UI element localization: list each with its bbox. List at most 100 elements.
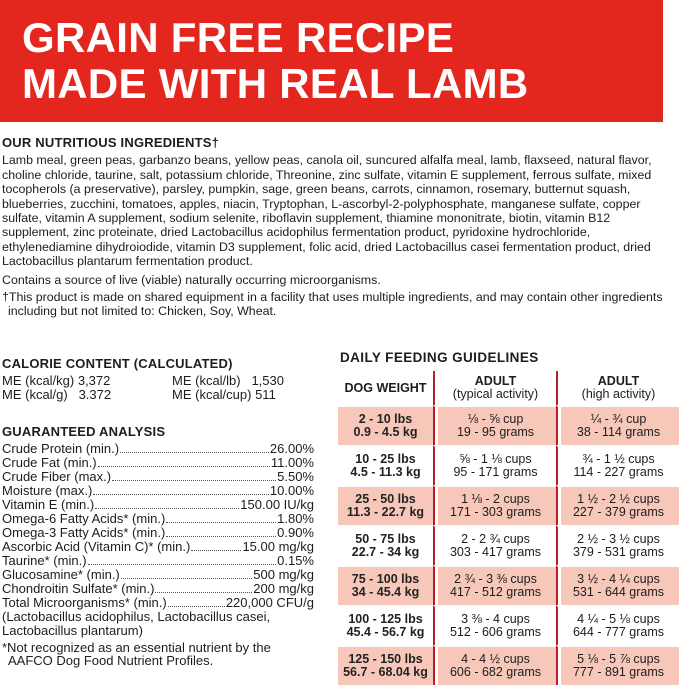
typical-activity-cell: 3 ⅜ - 4 cups 512 - 606 grams — [433, 605, 556, 645]
feeding-row: 50 - 75 lbs 22.7 - 34 kg 2 - 2 ¾ cups 303 … — [338, 525, 679, 565]
leader-dots — [120, 452, 269, 454]
analysis-row: Glucosamine* (min.) 500 mg/kg — [2, 568, 314, 582]
feeding-title: DAILY FEEDING GUIDELINES — [340, 350, 539, 365]
header-high-activity: ADULT (high activity) — [556, 371, 679, 405]
leader-dots — [155, 592, 253, 594]
analysis-value: 1.80% — [277, 511, 314, 527]
leader-dots — [166, 522, 277, 524]
high-activity-cell: 4 ¼ - 5 ⅛ cups 644 - 777 grams — [556, 605, 679, 645]
aafco-footnote: *Not recognized as an essential nutrient… — [2, 639, 271, 669]
analysis-row: Omega-6 Fatty Acids* (min.) 1.80% — [2, 512, 314, 526]
leader-dots — [112, 480, 277, 482]
analysis-row: Taurine* (min.) 0.15% — [2, 554, 314, 568]
typical-activity-cell: 2 ¾ - 3 ⅜ cups 417 - 512 grams — [433, 565, 556, 605]
high-activity-cell: 3 ½ - 4 ¼ cups 531 - 644 grams — [556, 565, 679, 605]
guaranteed-analysis: GUARANTEED ANALYSIS Crude Protein (min.)… — [2, 424, 314, 669]
analysis-value: 0.90% — [277, 525, 314, 541]
title-banner: GRAIN FREE RECIPE MADE WITH REAL LAMB — [0, 0, 663, 122]
feeding-guidelines: DAILY FEEDING GUIDELINES DOG WEIGHT ADUL… — [338, 350, 679, 685]
high-activity-cell: ¾ - 1 ½ cups 114 - 227 grams — [556, 445, 679, 485]
live-microorganisms-note: Contains a source of live (viable) natur… — [2, 272, 381, 287]
feeding-row: 100 - 125 lbs 45.4 - 56.7 kg 3 ⅜ - 4 cups… — [338, 605, 679, 645]
dog-weight-cell: 50 - 75 lbs 22.7 - 34 kg — [338, 525, 433, 565]
dog-weight-cell: 25 - 50 lbs 11.3 - 22.7 kg — [338, 485, 433, 525]
analysis-row: Moisture (max.) 10.00% — [2, 484, 314, 498]
analysis-label: Crude Fiber (max.) — [2, 469, 112, 485]
analysis-value: 15.00 mg/kg — [242, 539, 314, 555]
analysis-row: Vitamin E (min.) 150.00 IU/kg — [2, 498, 314, 512]
typical-activity-cell: ⅛ - ⅝ cup 19 - 95 grams — [433, 405, 556, 445]
analysis-row: Crude Fat (min.) 11.00% — [2, 456, 314, 470]
dog-weight-cell: 100 - 125 lbs 45.4 - 56.7 kg — [338, 605, 433, 645]
ingredients-section: OUR NUTRITIOUS INGREDIENTS† Lamb meal, g… — [2, 135, 667, 319]
analysis-value: 26.00% — [269, 441, 314, 457]
ingredients-text: Lamb meal, green peas, garbanzo beans, y… — [2, 153, 652, 269]
analysis-value: 150.00 IU/kg — [240, 497, 314, 513]
analysis-label: Moisture (max.) — [2, 483, 93, 499]
leader-dots — [87, 564, 277, 566]
high-activity-cell: 1 ½ - 2 ½ cups 227 - 379 grams — [556, 485, 679, 525]
analysis-value: 200 mg/kg — [253, 581, 314, 597]
calorie-kcal-g: ME (kcal/g) 3.372 — [2, 387, 112, 402]
typical-activity-cell: 1 ⅛ - 2 cups 171 - 303 grams — [433, 485, 556, 525]
analysis-value: 0.15% — [277, 553, 314, 569]
analysis-label: Omega-3 Fatty Acids* (min.) — [2, 525, 166, 541]
strains-note: (Lactobacillus acidophilus, Lactobacillu… — [2, 609, 271, 638]
header-typical-activity: ADULT (typical activity) — [433, 371, 556, 405]
calorie-kcal-kg: ME (kcal/kg) 3,372 — [2, 373, 111, 388]
leader-dots — [167, 606, 225, 608]
calorie-kcal-lb: ME (kcal/lb) 1,530 — [172, 373, 284, 388]
analysis-value: 220,000 CFU/g — [225, 595, 314, 611]
analysis-label: Omega-6 Fatty Acids* (min.) — [2, 511, 166, 527]
banner-line-1: GRAIN FREE RECIPE — [22, 14, 455, 61]
banner-line-2: MADE WITH REAL LAMB — [22, 60, 529, 107]
calorie-kcal-cup: ME (kcal/cup) 511 — [172, 387, 276, 402]
feeding-table: DOG WEIGHT ADULT (typical activity) ADULT… — [338, 371, 679, 685]
analysis-value: 5.50% — [277, 469, 314, 485]
high-activity-cell: 2 ½ - 3 ½ cups 379 - 531 grams — [556, 525, 679, 565]
header-dog-weight: DOG WEIGHT — [344, 380, 427, 395]
feeding-row: 75 - 100 lbs 34 - 45.4 kg 2 ¾ - 3 ⅜ cups 4… — [338, 565, 679, 605]
analysis-row: Ascorbic Acid (Vitamin C)* (min.) 15.00 m… — [2, 540, 314, 554]
leader-dots — [97, 466, 270, 468]
high-activity-cell: 5 ⅛ - 5 ⅞ cups 777 - 891 grams — [556, 645, 679, 685]
calorie-section: CALORIE CONTENT (CALCULATED) ME (kcal/kg… — [2, 356, 322, 402]
analysis-value: 10.00% — [269, 483, 314, 499]
analysis-label: Glucosamine* (min.) — [2, 567, 120, 583]
leader-dots — [93, 494, 269, 496]
dog-weight-cell: 10 - 25 lbs 4.5 - 11.3 kg — [338, 445, 433, 485]
allergen-footnote: †This product is made on shared equipmen… — [2, 290, 663, 319]
analysis-row: Total Microorganisms* (min.) 220,000 CFU/… — [2, 596, 314, 610]
leader-dots — [166, 536, 277, 538]
analysis-label: Crude Fat (min.) — [2, 455, 97, 471]
analysis-label: Total Microorganisms* (min.) — [2, 595, 167, 611]
calorie-heading: CALORIE CONTENT (CALCULATED) — [2, 356, 233, 371]
dog-weight-cell: 75 - 100 lbs 34 - 45.4 kg — [338, 565, 433, 605]
leader-dots — [191, 550, 242, 552]
feeding-row: 25 - 50 lbs 11.3 - 22.7 kg 1 ⅛ - 2 cups 17… — [338, 485, 679, 525]
analysis-row: Crude Protein (min.) 26.00% — [2, 442, 314, 456]
ingredients-heading: OUR NUTRITIOUS INGREDIENTS† — [2, 135, 220, 150]
analysis-label: Taurine* (min.) — [2, 553, 87, 569]
typical-activity-cell: ⅝ - 1 ⅛ cups 95 - 171 grams — [433, 445, 556, 485]
analysis-row: Crude Fiber (max.) 5.50% — [2, 470, 314, 484]
analysis-value: 500 mg/kg — [253, 567, 314, 583]
analysis-label: Crude Protein (min.) — [2, 441, 120, 457]
analysis-value: 11.00% — [270, 455, 314, 471]
analysis-heading: GUARANTEED ANALYSIS — [2, 424, 166, 439]
dog-weight-cell: 125 - 150 lbs 56.7 - 68.04 kg — [338, 645, 433, 685]
analysis-row: Omega-3 Fatty Acids* (min.) 0.90% — [2, 526, 314, 540]
analysis-row: Chondroitin Sulfate* (min.) 200 mg/kg — [2, 582, 314, 596]
analysis-label: Chondroitin Sulfate* (min.) — [2, 581, 155, 597]
feeding-row: 2 - 10 lbs 0.9 - 4.5 kg ⅛ - ⅝ cup 19 - 95 … — [338, 405, 679, 445]
feeding-row: 125 - 150 lbs 56.7 - 68.04 kg 4 - 4 ½ cup… — [338, 645, 679, 685]
dog-weight-cell: 2 - 10 lbs 0.9 - 4.5 kg — [338, 405, 433, 445]
typical-activity-cell: 4 - 4 ½ cups 606 - 682 grams — [433, 645, 556, 685]
leader-dots — [120, 578, 253, 580]
analysis-label: Ascorbic Acid (Vitamin C)* (min.) — [2, 539, 191, 555]
high-activity-cell: ¼ - ¾ cup 38 - 114 grams — [556, 405, 679, 445]
typical-activity-cell: 2 - 2 ¾ cups 303 - 417 grams — [433, 525, 556, 565]
analysis-label: Vitamin E (min.) — [2, 497, 95, 513]
leader-dots — [95, 508, 240, 510]
feeding-row: 10 - 25 lbs 4.5 - 11.3 kg ⅝ - 1 ⅛ cups 95 … — [338, 445, 679, 485]
